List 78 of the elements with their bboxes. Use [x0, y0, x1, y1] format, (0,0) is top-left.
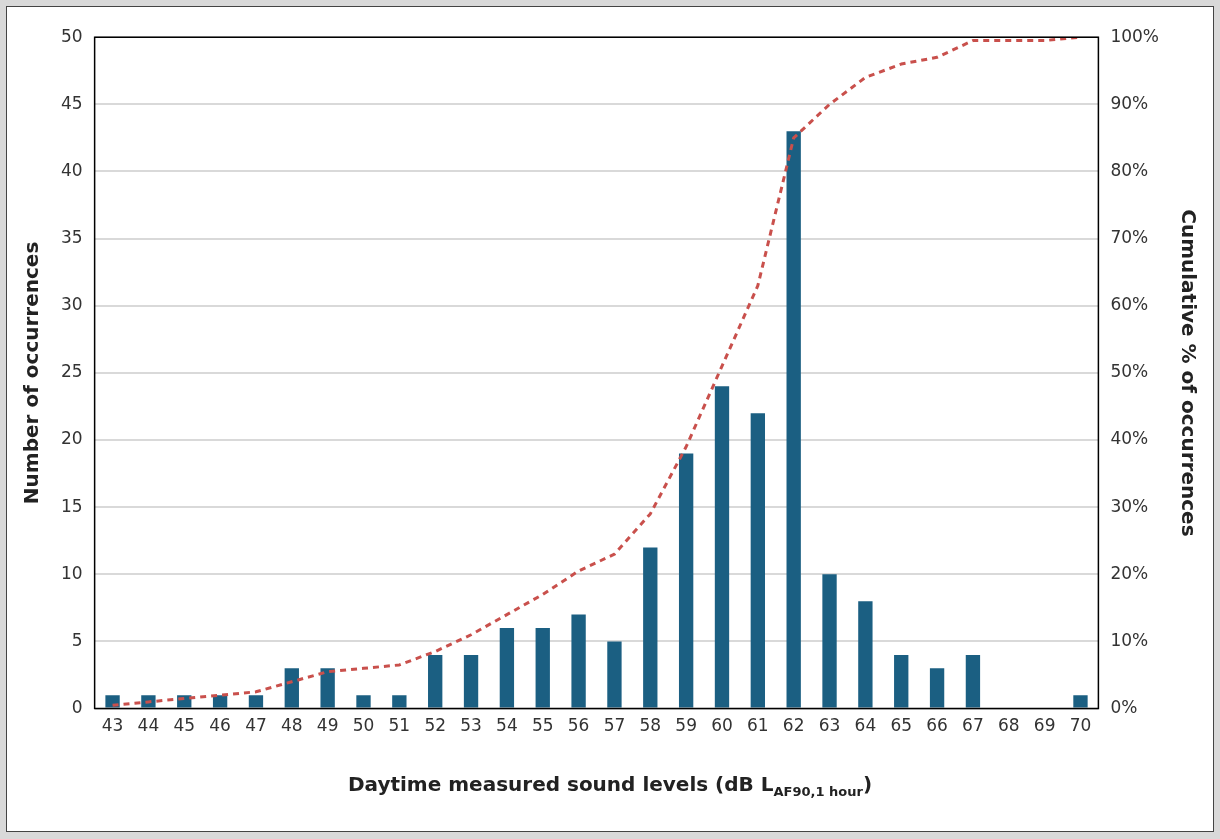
bar: [750, 413, 766, 708]
y-tick-label: 15: [60, 495, 83, 516]
bar: [1073, 695, 1088, 708]
y-tick-label: 30: [60, 294, 83, 315]
bar: [929, 668, 945, 708]
bar: [786, 131, 801, 708]
y-tick-label: 0: [71, 697, 83, 718]
bar: [428, 654, 443, 708]
bar: [320, 668, 335, 708]
x-tick-label: 47: [245, 715, 267, 736]
bar: [463, 654, 479, 708]
y2-tick-label: 80%: [1110, 159, 1149, 180]
x-tick-label: 51: [388, 715, 411, 736]
x-tick-label: 48: [280, 715, 303, 736]
x-tick-label: 43: [101, 715, 124, 736]
x-tick-label: 60: [711, 715, 733, 736]
x-tick-label: 63: [818, 715, 841, 736]
x-tick-label: 65: [890, 715, 913, 736]
bar: [965, 654, 981, 708]
x-tick-label: 69: [1033, 715, 1056, 736]
y-tick-label: 50: [60, 25, 83, 46]
x-tick-label: 66: [926, 715, 948, 736]
y2-tick-label: 40%: [1110, 428, 1149, 449]
y2-tick-label: 30%: [1110, 495, 1149, 516]
x-tick-label: 57: [603, 715, 626, 736]
y-tick-label: 25: [60, 361, 83, 382]
y-tick-label: 5: [71, 629, 83, 650]
bar: [822, 574, 837, 708]
x-tick-label: 55: [531, 715, 554, 736]
bar: [607, 641, 622, 708]
bar: [858, 601, 873, 708]
x-tick-label: 68: [997, 715, 1020, 736]
y2-tick-label: 50%: [1110, 361, 1149, 382]
x-tick-label: 59: [675, 715, 697, 736]
bar: [894, 654, 909, 708]
bar: [284, 668, 299, 708]
y2-tick-label: 20%: [1110, 562, 1149, 583]
y2-axis-title: Cumulative % of occurrences: [1176, 209, 1201, 537]
bar: [105, 695, 120, 708]
bar: [141, 695, 156, 708]
bar: [248, 695, 264, 708]
x-tick-label: 46: [209, 715, 231, 736]
bar: [643, 547, 658, 708]
x-tick-label: 70: [1069, 715, 1092, 736]
bar: [212, 695, 228, 708]
x-tick-label: 53: [460, 715, 482, 736]
bar: [392, 695, 407, 708]
y-tick-label: 45: [60, 92, 83, 113]
y-tick-label: 40: [60, 159, 83, 180]
y2-tick-label: 90%: [1110, 92, 1149, 113]
y2-tick-label: 10%: [1110, 629, 1149, 650]
x-tick-label: 62: [782, 715, 805, 736]
x-tick-label: 58: [639, 715, 662, 736]
y2-tick-label: 60%: [1110, 294, 1149, 315]
y-tick-label: 35: [60, 227, 83, 248]
y2-tick-label: 70%: [1110, 227, 1149, 248]
bar: [356, 695, 371, 708]
x-tick-label: 54: [496, 715, 518, 736]
bar: [571, 614, 586, 708]
x-tick-label: 50: [352, 715, 375, 736]
x-axis-title: Daytime measured sound levels (dB L$_{AF90,1 hour}$): [346, 772, 874, 799]
y2-tick-label: 100%: [1110, 25, 1160, 46]
x-tick-label: 44: [137, 715, 160, 736]
bar: [678, 453, 694, 708]
y-tick-label: 10: [60, 562, 83, 583]
y-tick-label: 20: [60, 428, 83, 449]
x-tick-label: 49: [316, 715, 339, 736]
bar: [499, 628, 515, 708]
x-tick-label: 67: [962, 715, 984, 736]
x-tick-label: 64: [854, 715, 877, 736]
y2-tick-label: 0%: [1110, 697, 1138, 718]
y-axis-title: Number of occurrences: [19, 241, 44, 505]
x-tick-label: 45: [173, 715, 196, 736]
bar: [535, 628, 550, 708]
x-tick-label: 61: [747, 715, 769, 736]
bar: [714, 386, 730, 708]
x-tick-label: 52: [424, 715, 447, 736]
x-tick-label: 56: [567, 715, 590, 736]
